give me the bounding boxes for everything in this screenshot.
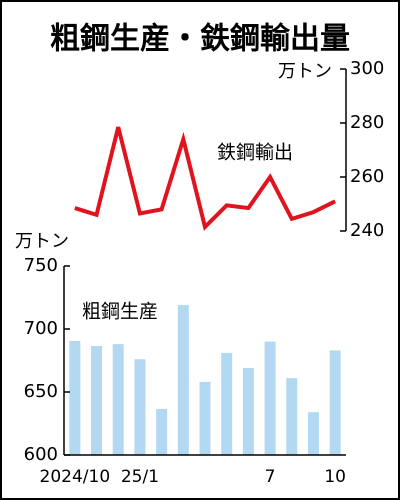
y-tick-label: 260 [350,166,384,187]
y-tick-label: 750 [24,255,58,276]
bar [242,368,254,455]
x-tick-label: 7 [265,467,276,487]
line [74,126,337,231]
y-tick-label: 280 [350,112,384,133]
bar [134,359,146,455]
bar [156,409,168,455]
x-tick-label: 25/1 [121,467,159,487]
bar [177,305,189,455]
y-tick-label: 300 [350,58,384,79]
y-tick-label: 240 [350,220,384,241]
series-label: 鉄鋼輸出 [217,142,293,164]
bar [264,341,276,455]
y-tick-label: 650 [24,381,58,402]
y-tick-label: 600 [24,444,58,465]
bar [329,350,341,455]
y-unit: 万トン [278,61,332,82]
bar [221,352,233,455]
y-unit: 万トン [15,231,69,252]
y-tick-label: 700 [24,318,58,339]
bar [91,346,103,455]
bar [307,412,319,455]
bar [69,340,81,455]
series-label: 粗鋼生産 [82,301,158,323]
bar [112,344,124,455]
x-tick-label: 2024/10 [40,467,111,487]
bar [286,378,298,455]
chart-title: 粗鋼生産・鉄鋼輸出量 [50,22,350,57]
x-tick-label: 10 [324,467,346,487]
bar [199,381,211,455]
